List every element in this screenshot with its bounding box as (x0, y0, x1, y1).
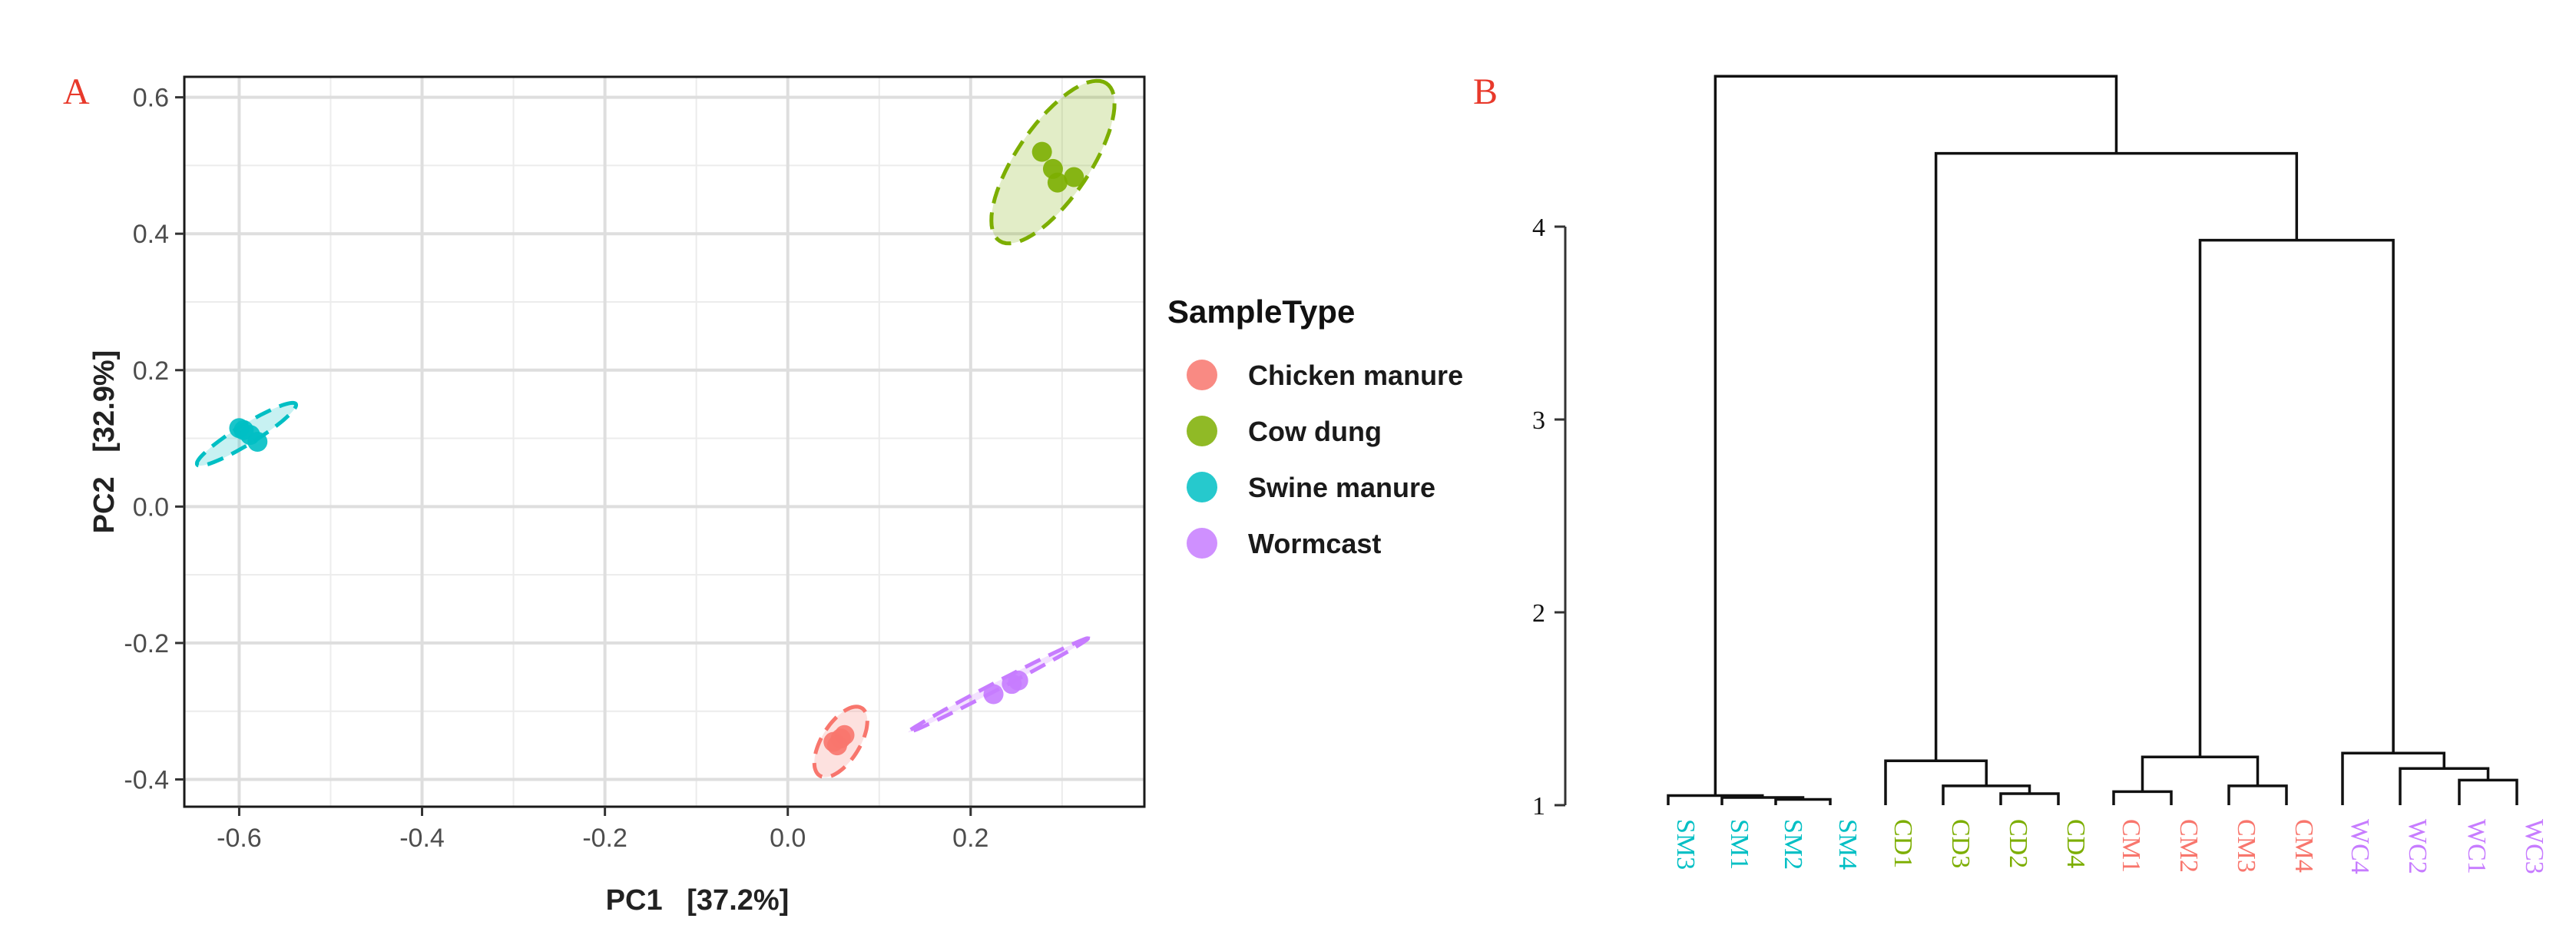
leaf-label: CM1 (2117, 819, 2145, 873)
y-tick-label: -0.4 (124, 765, 169, 794)
pca-points (229, 141, 1084, 756)
legend-swatch (1187, 528, 1217, 559)
legend-swatch (1187, 472, 1217, 502)
legend-title: SampleType (1167, 293, 1355, 330)
dendrogram-branch (1713, 75, 2118, 796)
pca-legend: SampleType Chicken manure Cow dung Swine m… (1167, 293, 1463, 559)
dendrogram-y-tick-label: 1 (1532, 792, 1545, 821)
plot-frame (183, 75, 1146, 808)
legend-entry-label: Cow dung (1248, 416, 1382, 447)
x-tick-label: 0.0 (770, 824, 806, 853)
dendrogram-y-axis: 1 2 3 4 (1532, 214, 1567, 821)
leaf-label: WC3 (2520, 819, 2548, 874)
y-tick-label: 0.2 (133, 356, 169, 386)
leaf-label: CM2 (2174, 819, 2203, 873)
leaf-label: SM1 (1725, 819, 1753, 870)
y-tick-label: 0.0 (133, 492, 169, 522)
x-tick-label: -0.6 (217, 824, 262, 853)
legend-swatch (1187, 416, 1217, 446)
panel-label-b: B (1473, 71, 1498, 112)
dendrogram-y-tick-label: 3 (1532, 406, 1545, 435)
pca-x-axis-label: PC1 [37.2%] (606, 884, 790, 917)
legend-entry-label: Swine manure (1248, 472, 1435, 503)
leaf-label: CM4 (2290, 819, 2318, 873)
leaf-label: SM2 (1779, 819, 1807, 870)
leaf-label: SM3 (1671, 819, 1700, 870)
legend-entry-label: Wormcast (1248, 528, 1381, 559)
pca-y-axis-label: PC2 [32.9%] (88, 350, 121, 534)
y-tick-label: 0.6 (133, 84, 169, 113)
dendrogram-y-tick-label: 2 (1532, 599, 1545, 628)
data-point (1064, 167, 1084, 187)
panel-label-a: A (63, 71, 90, 112)
leaf-label: WC1 (2462, 819, 2491, 874)
dendrogram-panel: B 1 2 3 4 SM3 SM1 SM2 SM4 CD1 CD3 CD2 CD4 CM1 CM2 CM3… (1473, 71, 2548, 874)
leaf-label: CM3 (2232, 819, 2260, 873)
data-point (1008, 670, 1028, 691)
dendrogram-branches (1667, 75, 2518, 805)
legend-entries: Chicken manure Cow dung Swine manure Wormca… (1187, 360, 1463, 559)
data-point (1031, 141, 1052, 162)
leaf-label: CD1 (1889, 819, 1917, 868)
dendrogram-y-tick-label: 4 (1532, 214, 1545, 242)
pca-grid (184, 77, 1144, 807)
data-point (1047, 172, 1068, 193)
leaf-label: CD4 (2061, 819, 2090, 868)
x-tick-label: 0.2 (952, 824, 988, 853)
pca-axes: -0.6 -0.4 -0.2 0.0 0.2 -0.4 -0.2 0.0 0.2 0.4 0.6 (124, 75, 1146, 853)
legend-swatch (1187, 360, 1217, 390)
y-tick-label: 0.4 (133, 220, 169, 249)
data-point (983, 684, 1004, 705)
x-tick-label: -0.4 (399, 824, 445, 853)
leaf-label: CD2 (2004, 819, 2032, 868)
dendrogram-leaf-labels: SM3 SM1 SM2 SM4 CD1 CD3 CD2 CD4 CM1 CM2 CM3 CM4 WC4 W… (1671, 819, 2548, 874)
data-point (247, 432, 268, 452)
pca-scatter-panel: A -0.6 -0.4 -0.2 0.0 0.2 -0.4 -0.2 0.0 0.2 0.4 0.6… (63, 71, 1463, 917)
y-tick-label: -0.2 (124, 629, 169, 658)
leaf-label: WC4 (2346, 819, 2374, 874)
leaf-label: CD3 (1946, 819, 1975, 868)
legend-entry-label: Chicken manure (1248, 360, 1463, 391)
data-point (827, 735, 847, 756)
x-tick-label: -0.2 (582, 824, 627, 853)
leaf-label: WC2 (2403, 819, 2432, 874)
leaf-label: SM4 (1833, 819, 1862, 870)
